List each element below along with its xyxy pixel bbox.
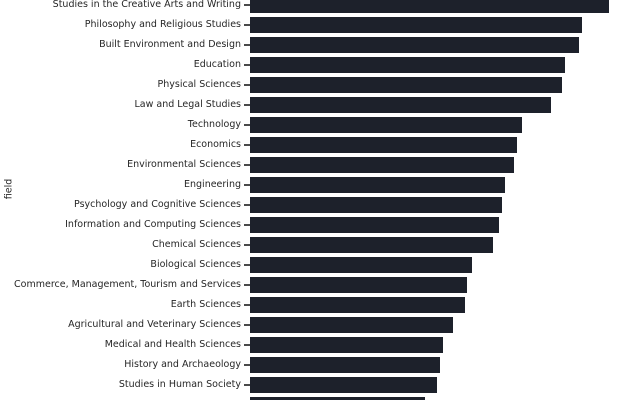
category-tick-label: Commerce, Management, Tourism and Servic… [14,279,241,290]
bar [250,136,517,154]
y-axis-tick [244,24,250,26]
y-axis-tick [244,104,250,106]
bar [250,0,609,14]
bar [250,16,582,34]
category-tick-label: Studies in Human Society [118,379,241,390]
bar [250,56,565,74]
category-tick-label: Chemical Sciences [152,239,241,250]
category-tick-label: Technology [187,119,241,130]
bar [250,36,579,54]
category-tick-label: Agricultural and Veterinary Sciences [68,319,241,330]
bar [250,256,472,274]
y-axis-tick [244,224,250,226]
category-tick-label: Environmental Sciences [127,159,241,170]
category-tick-label: Physical Sciences [157,79,241,90]
bar [250,76,562,94]
category-tick-label: Philosophy and Religious Studies [84,19,241,30]
y-axis-tick [244,44,250,46]
y-axis-tick [244,304,250,306]
bar [250,236,493,254]
y-axis-tick [244,364,250,366]
category-tick-label: Education [193,59,241,70]
category-tick-label: Engineering [184,179,241,190]
bar [250,176,505,194]
bar [250,316,453,334]
bar [250,216,499,234]
bar [250,336,443,354]
bar [250,376,437,394]
y-axis-tick [244,64,250,66]
y-axis-tick [244,4,250,6]
y-axis-tick [244,384,250,386]
bar [250,196,502,214]
y-axis-tick [244,344,250,346]
y-axis-tick [244,264,250,266]
bar [250,356,440,374]
y-axis-tick [244,244,250,246]
y-axis-tick [244,284,250,286]
category-tick-label: Law and Legal Studies [134,99,241,110]
bar [250,276,467,294]
category-tick-label: Biological Sciences [150,259,241,270]
category-tick-label: Built Environment and Design [99,39,241,50]
category-tick-label: Psychology and Cognitive Sciences [74,199,241,210]
y-axis-tick [244,164,250,166]
bar [250,296,465,314]
y-axis-tick [244,184,250,186]
y-axis-tick [244,124,250,126]
category-tick-label: Studies in the Creative Arts and Writing [52,0,241,10]
y-axis-tick [244,324,250,326]
bar [250,96,551,114]
category-tick-label: Earth Sciences [170,299,241,310]
category-tick-label: Economics [190,139,241,150]
category-tick-label: Information and Computing Sciences [65,219,241,230]
y-axis-tick [244,144,250,146]
bar [250,156,514,174]
category-tick-label: Medical and Health Sciences [104,339,241,350]
category-tick-label: History and Archaeology [124,359,241,370]
bar [250,116,522,134]
y-axis-tick [244,204,250,206]
bar [250,396,425,400]
y-axis-tick [244,84,250,86]
